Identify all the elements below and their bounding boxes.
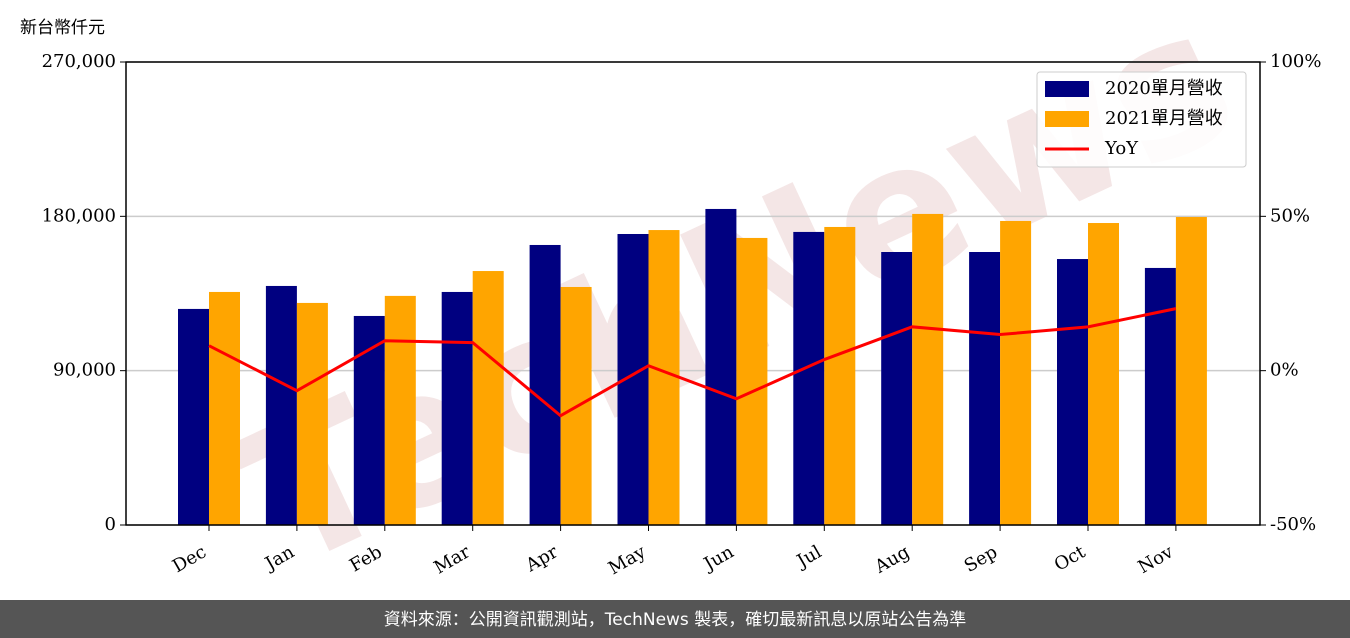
x-tick-label: Dec (169, 541, 210, 577)
bar (1057, 259, 1088, 525)
plot-frame (125, 61, 1261, 526)
bar (648, 230, 680, 525)
x-tick-label: Oct (1051, 541, 1090, 576)
y2-tick-label: 100% (1270, 51, 1321, 72)
y-tick-label: 0 (105, 514, 116, 535)
bar (472, 271, 504, 525)
y-tick-label: 90,000 (53, 360, 116, 381)
x-tick-label: Jul (792, 541, 826, 573)
y-axis-label: 新台幣仟元 (20, 18, 105, 38)
bar (969, 252, 1001, 526)
y2-tick-label: 0% (1270, 360, 1299, 381)
legend-box (1036, 71, 1247, 168)
bar (705, 208, 737, 525)
x-tick-label: Apr (522, 541, 562, 576)
bar (209, 291, 240, 525)
bar (1144, 267, 1176, 525)
bar (824, 226, 856, 525)
bar (529, 244, 561, 525)
bar (441, 291, 473, 525)
legend-label: YoY (1104, 138, 1139, 159)
y2-tick-label: -50% (1270, 514, 1316, 535)
x-tick-label: Jun (699, 541, 738, 576)
bar (793, 231, 825, 525)
y-tick-label: 180,000 (42, 205, 116, 226)
footer-bar (0, 600, 1350, 638)
bar (265, 285, 297, 525)
bar (1000, 220, 1032, 526)
bar (736, 237, 768, 525)
footer: 資料來源：公開資訊觀測站，TechNews 製表，確切最新訊息以原站公告為準 (384, 610, 966, 630)
y2-tick-label: 50% (1270, 205, 1310, 226)
bar (353, 315, 385, 525)
line (208, 307, 1177, 418)
legend-swatch (1045, 81, 1089, 97)
x-tick-label: Nov (1135, 541, 1178, 578)
bar (178, 308, 209, 525)
x-tick-label: May (605, 541, 650, 579)
bar (296, 302, 328, 525)
bar (1088, 223, 1119, 525)
x-tick-label: Sep (961, 541, 1001, 576)
bar (1175, 217, 1207, 525)
x-tick-label: Aug (871, 541, 914, 578)
legend-swatch (1045, 111, 1089, 127)
y-tick-label: 270,000 (42, 51, 116, 72)
bar (881, 252, 913, 526)
bar (912, 213, 944, 525)
legend-label: 2020單月營收 (1105, 78, 1223, 99)
bar (384, 295, 416, 525)
legend-label: 2021單月營收 (1105, 108, 1223, 129)
